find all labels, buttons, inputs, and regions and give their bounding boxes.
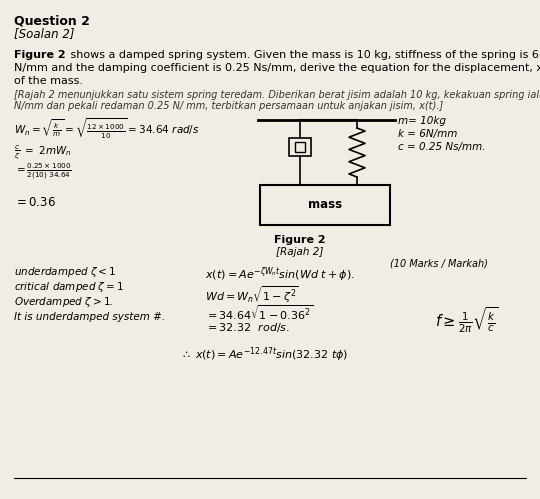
Text: Figure 2: Figure 2	[274, 235, 326, 245]
Text: $=\frac{0.25\times1000}{2(10)\ 34.64}$: $=\frac{0.25\times1000}{2(10)\ 34.64}$	[14, 162, 72, 182]
Text: $=0.36$: $=0.36$	[14, 196, 56, 209]
Text: $Wd=W_n\sqrt{1-\zeta^2}$: $Wd=W_n\sqrt{1-\zeta^2}$	[205, 285, 299, 305]
Text: $x(t)=Ae^{-\zeta W_n t}sin(Wd\ t+\phi).$: $x(t)=Ae^{-\zeta W_n t}sin(Wd\ t+\phi).$	[205, 265, 355, 283]
Text: [Rajah 2]: [Rajah 2]	[276, 247, 323, 257]
Text: N/mm dan pekali redaman 0.25 N/ mm, terbitkan persamaan untuk anjakan jisim, x(t: N/mm dan pekali redaman 0.25 N/ mm, terb…	[14, 101, 443, 111]
Text: $W_n=\sqrt{\frac{k}{m}}=\sqrt{\frac{12\times1000}{10}}=34.64\ rad/s$: $W_n=\sqrt{\frac{k}{m}}=\sqrt{\frac{12\t…	[14, 116, 200, 141]
Text: mass: mass	[308, 199, 342, 212]
Bar	[289, 138, 311, 156]
Text: Question 2: Question 2	[14, 14, 90, 27]
Text: [Rajah 2 menunjukkan satu sistem spring teredam. Diberikan berat jisim adalah 10: [Rajah 2 menunjukkan satu sistem spring …	[14, 90, 540, 100]
Text: It is underdamped system #.: It is underdamped system #.	[14, 312, 165, 322]
Text: underdamped $\zeta<1$: underdamped $\zeta<1$	[14, 265, 116, 279]
Text: k = 6N/mm: k = 6N/mm	[398, 129, 457, 139]
Text: [Soalan 2]: [Soalan 2]	[14, 27, 75, 40]
Text: critical damped $\zeta=1$: critical damped $\zeta=1$	[14, 280, 124, 294]
Text: (10 Marks / Markah): (10 Marks / Markah)	[390, 258, 488, 268]
Text: $=32.32\ \ rod/s.$: $=32.32\ \ rod/s.$	[205, 321, 290, 334]
Text: m= 10kg: m= 10kg	[398, 116, 446, 126]
Text: N/mm and the damping coefficient is 0.25 Ns/mm, derive the equation for the disp: N/mm and the damping coefficient is 0.25…	[14, 63, 540, 73]
Text: c = 0.25 Ns/mm.: c = 0.25 Ns/mm.	[398, 142, 485, 152]
Text: shows a damped spring system. Given the mass is 10 kg, stiffness of the spring i: shows a damped spring system. Given the …	[67, 50, 539, 60]
Text: $=34.64\sqrt{1-0.36^2}$: $=34.64\sqrt{1-0.36^2}$	[205, 303, 313, 322]
Text: of the mass.: of the mass.	[14, 76, 83, 86]
Text: $f\geq\frac{1}{2\pi}\sqrt{\frac{k}{c}}$: $f\geq\frac{1}{2\pi}\sqrt{\frac{k}{c}}$	[435, 305, 498, 335]
Bar	[260, 185, 390, 225]
Text: Overdamped $\zeta>1$.: Overdamped $\zeta>1$.	[14, 295, 114, 309]
Text: Figure 2: Figure 2	[14, 50, 66, 60]
Bar	[295, 142, 305, 152]
Text: $\therefore\ x(t)=Ae^{-12.47t}sin(32.32\ t\phi)$: $\therefore\ x(t)=Ae^{-12.47t}sin(32.32\…	[180, 345, 348, 364]
Text: $\frac{c}{\zeta}\ =\ 2mW_n$: $\frac{c}{\zeta}\ =\ 2mW_n$	[14, 143, 72, 161]
